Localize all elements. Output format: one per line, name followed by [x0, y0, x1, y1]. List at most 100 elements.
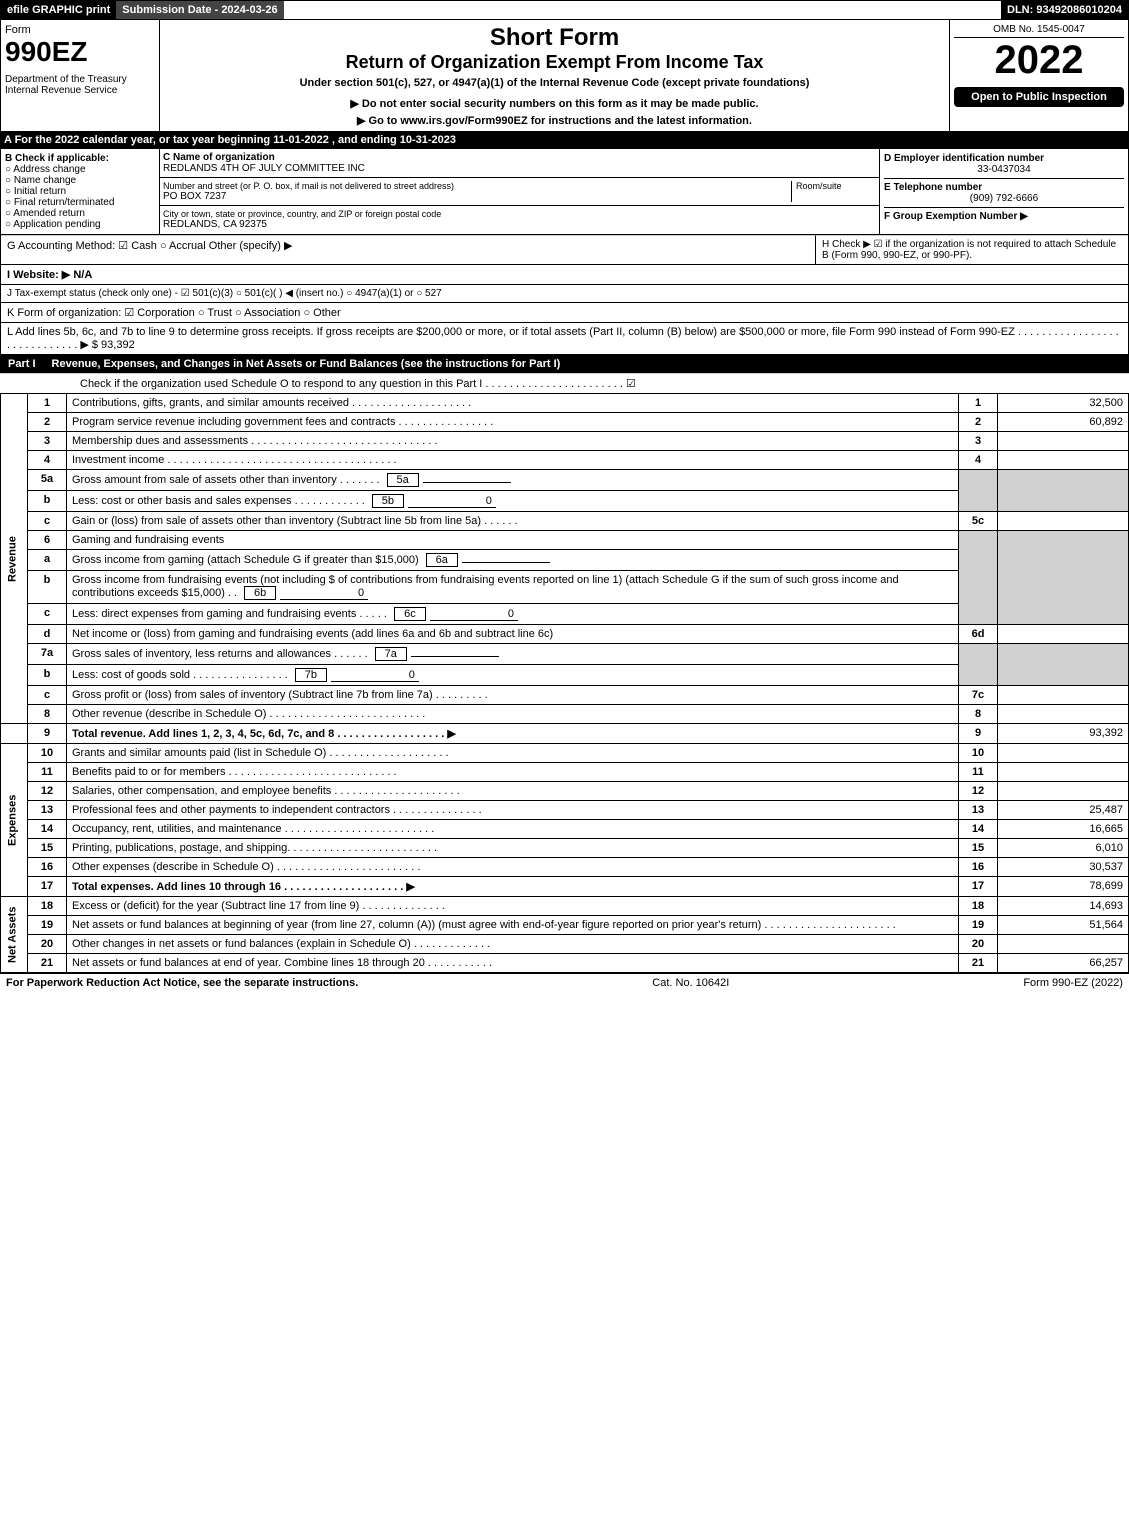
l7b-no: b: [28, 665, 67, 686]
l9-box: 9: [959, 724, 998, 744]
check-name-change[interactable]: Name change: [5, 175, 155, 186]
l5ab-shade: [959, 470, 998, 512]
l10-box: 10: [959, 744, 998, 763]
l6b-text: Gross income from fundraising events (no…: [72, 574, 899, 599]
l7b-desc: Less: cost of goods sold . . . . . . . .…: [67, 665, 959, 686]
l10-amt: [998, 744, 1129, 763]
row-i-website: I Website: ▶ N/A: [0, 265, 1129, 285]
check-application-pending[interactable]: Application pending: [5, 219, 155, 230]
l6a-no: a: [28, 550, 67, 571]
f-group-label: F Group Exemption Number ▶: [884, 207, 1124, 222]
l8-box: 8: [959, 705, 998, 724]
l15-no: 15: [28, 839, 67, 858]
row-l-gross-receipts: L Add lines 5b, 6c, and 7b to line 9 to …: [0, 323, 1129, 355]
l3-amt: [998, 432, 1129, 451]
row-h-schedule-b: H Check ▶ ☑ if the organization is not r…: [815, 235, 1128, 264]
l15-desc: Printing, publications, postage, and shi…: [67, 839, 959, 858]
l20-amt: [998, 935, 1129, 954]
c-name-label: C Name of organization: [163, 152, 876, 163]
l6c-text: Less: direct expenses from gaming and fu…: [72, 608, 387, 620]
l19-box: 19: [959, 916, 998, 935]
l8-no: 8: [28, 705, 67, 724]
l2-box: 2: [959, 413, 998, 432]
title-return: Return of Organization Exempt From Incom…: [164, 52, 945, 73]
open-public-badge: Open to Public Inspection: [954, 87, 1124, 107]
l9-no: 9: [28, 724, 67, 744]
l5c-box: 5c: [959, 512, 998, 531]
l21-desc: Net assets or fund balances at end of ye…: [67, 954, 959, 973]
e-phone-label: E Telephone number: [884, 178, 1124, 193]
ssn-warning: ▶ Do not enter social security numbers o…: [164, 97, 945, 110]
l3-desc: Membership dues and assessments . . . . …: [67, 432, 959, 451]
row-a-tax-year: A For the 2022 calendar year, or tax yea…: [0, 132, 1129, 148]
l4-no: 4: [28, 451, 67, 470]
l12-no: 12: [28, 782, 67, 801]
revenue-label: Revenue: [1, 394, 28, 724]
row-g-accounting: G Accounting Method: ☑ Cash ○ Accrual Ot…: [1, 235, 815, 264]
l5a-no: 5a: [28, 470, 67, 491]
l5c-amt: [998, 512, 1129, 531]
l7c-no: c: [28, 686, 67, 705]
l6b-desc: Gross income from fundraising events (no…: [67, 571, 959, 604]
l9-amt: 93,392: [998, 724, 1129, 744]
l7b-ibox: 7b: [295, 668, 327, 682]
lines-table: Revenue 1 Contributions, gifts, grants, …: [0, 393, 1129, 973]
l5c-no: c: [28, 512, 67, 531]
col-b-checkboxes: B Check if applicable: Address change Na…: [1, 149, 160, 234]
submission-date: Submission Date - 2024-03-26: [116, 1, 283, 19]
l4-desc: Investment income . . . . . . . . . . . …: [67, 451, 959, 470]
org-street: PO BOX 7237: [163, 191, 791, 202]
footer-left: For Paperwork Reduction Act Notice, see …: [6, 977, 358, 989]
l17-no: 17: [28, 877, 67, 897]
subtitle: Under section 501(c), 527, or 4947(a)(1)…: [164, 77, 945, 89]
l6d-amt: [998, 625, 1129, 644]
title-short-form: Short Form: [164, 24, 945, 52]
expenses-label: Expenses: [1, 744, 28, 897]
l13-no: 13: [28, 801, 67, 820]
form-number: 990EZ: [5, 36, 155, 68]
part1-title: Revenue, Expenses, and Changes in Net As…: [44, 355, 1129, 373]
l16-box: 16: [959, 858, 998, 877]
l16-amt: 30,537: [998, 858, 1129, 877]
l14-amt: 16,665: [998, 820, 1129, 839]
l15-box: 15: [959, 839, 998, 858]
org-name: REDLANDS 4TH OF JULY COMMITTEE INC: [163, 163, 876, 174]
l19-no: 19: [28, 916, 67, 935]
check-initial-return[interactable]: Initial return: [5, 186, 155, 197]
goto-link[interactable]: ▶ Go to www.irs.gov/Form990EZ for instru…: [164, 114, 945, 127]
l5a-desc: Gross amount from sale of assets other t…: [67, 470, 959, 491]
efile-label[interactable]: efile GRAPHIC print: [1, 1, 116, 19]
l7ab-shade-amt: [998, 644, 1129, 686]
d-ein-label: D Employer identification number: [884, 153, 1124, 164]
check-amended-return[interactable]: Amended return: [5, 208, 155, 219]
row-j-tax-status: J Tax-exempt status (check only one) - ☑…: [0, 285, 1129, 303]
ein-value: 33-0437034: [884, 164, 1124, 175]
top-bar: efile GRAPHIC print Submission Date - 20…: [0, 0, 1129, 20]
l6c-no: c: [28, 604, 67, 625]
dln: DLN: 93492086010204: [1001, 1, 1128, 19]
check-final-return[interactable]: Final return/terminated: [5, 197, 155, 208]
l13-desc: Professional fees and other payments to …: [67, 801, 959, 820]
l5a-iamt: [423, 482, 511, 483]
l14-no: 14: [28, 820, 67, 839]
omb-number: OMB No. 1545-0047: [954, 24, 1124, 38]
col-d-ein-phone: D Employer identification number 33-0437…: [880, 149, 1128, 234]
footer-mid: Cat. No. 10642I: [652, 977, 729, 989]
l3-box: 3: [959, 432, 998, 451]
l15-amt: 6,010: [998, 839, 1129, 858]
l11-desc: Benefits paid to or for members . . . . …: [67, 763, 959, 782]
l2-no: 2: [28, 413, 67, 432]
check-address-change[interactable]: Address change: [5, 164, 155, 175]
l20-box: 20: [959, 935, 998, 954]
l5b-iamt: 0: [408, 495, 496, 508]
l6c-ibox: 6c: [394, 607, 426, 621]
l5b-text: Less: cost or other basis and sales expe…: [72, 495, 365, 507]
l6b-no: b: [28, 571, 67, 604]
l6b-iamt: 0: [280, 587, 368, 600]
l6a-text: Gross income from gaming (attach Schedul…: [72, 554, 419, 566]
form-header: Form 990EZ Department of the Treasury In…: [0, 20, 1129, 132]
c-city-label: City or town, state or province, country…: [163, 209, 876, 219]
l6-shade-amt: [998, 531, 1129, 625]
form-word: Form: [5, 24, 155, 36]
l16-desc: Other expenses (describe in Schedule O) …: [67, 858, 959, 877]
